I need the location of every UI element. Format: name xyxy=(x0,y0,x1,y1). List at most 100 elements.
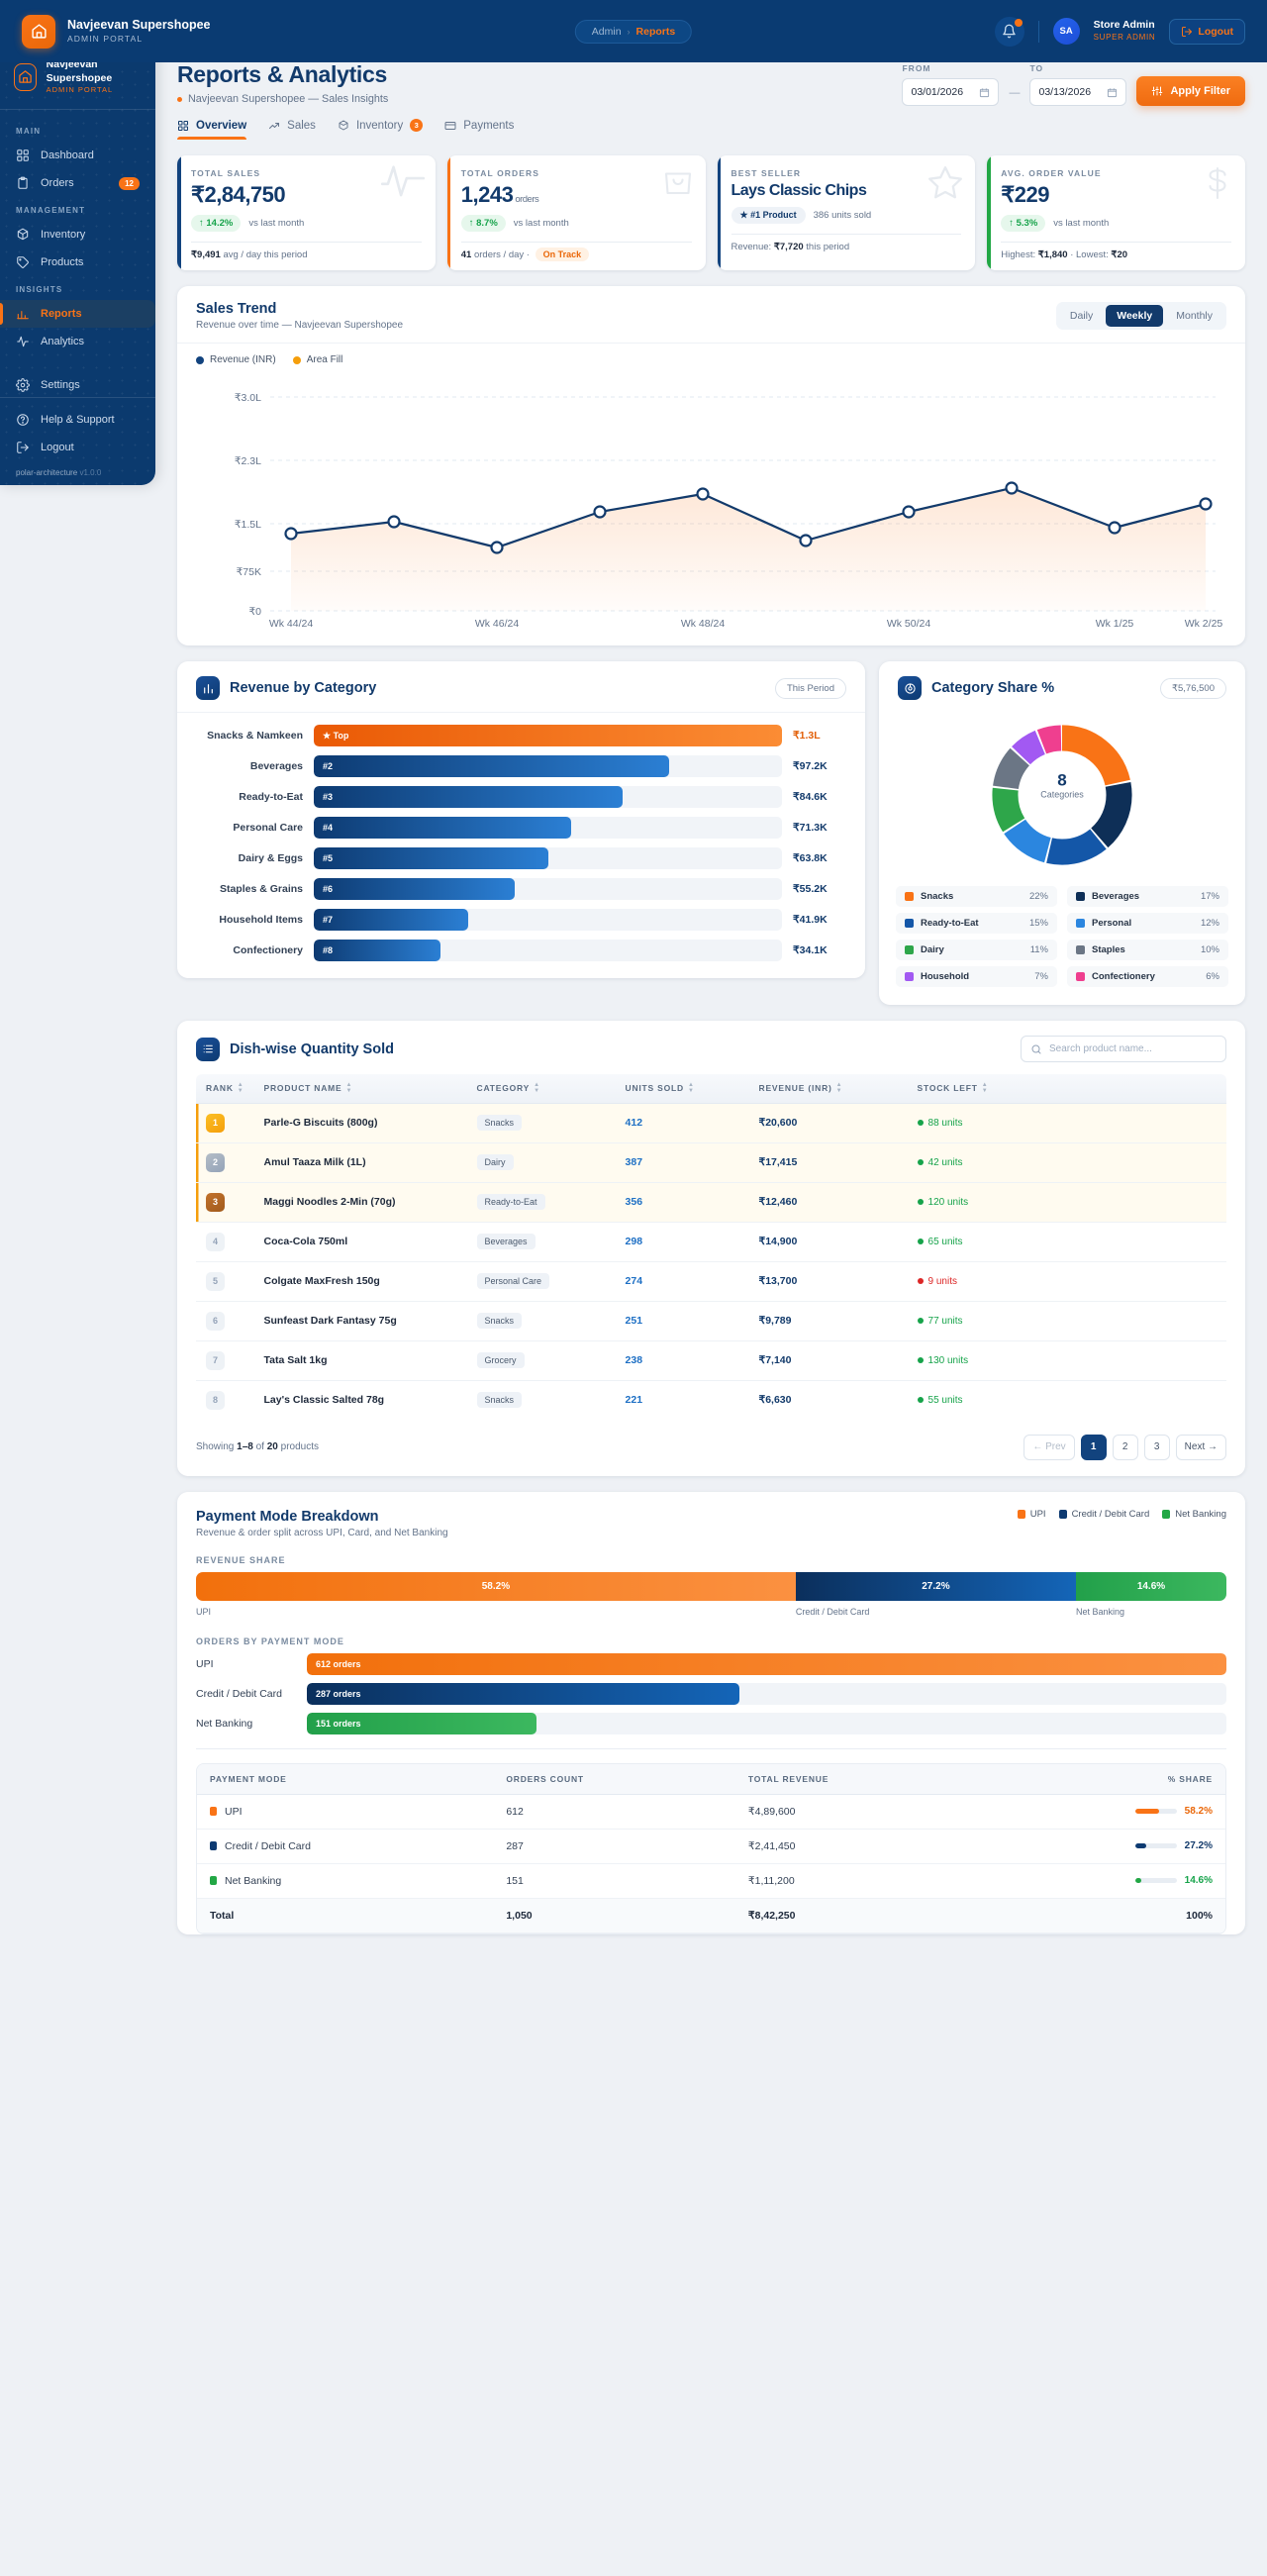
stack-segment-upi[interactable]: 58.2% xyxy=(196,1571,796,1601)
to-date-input[interactable]: 03/13/2026 xyxy=(1029,78,1127,106)
tab-payments[interactable]: Payments xyxy=(444,119,514,140)
payment-table-body: UPI 612 ₹4,89,600 58.2% Credit / Debit C… xyxy=(197,1793,1225,1933)
dish-table-title: Dish-wise Quantity Sold xyxy=(230,1040,394,1057)
col-header-product-name[interactable]: PRODUCT NAME ▲ ▼ xyxy=(253,1074,467,1104)
legend-swatch xyxy=(1162,1509,1171,1519)
bag-icon xyxy=(660,163,696,204)
cell-stock-left: 9 units xyxy=(907,1261,1226,1302)
col-header-revenue[interactable]: REVENUE (INR) ▲ ▼ xyxy=(748,1074,908,1104)
legend-item[interactable]: Household 7% xyxy=(896,966,1057,987)
legend-item[interactable]: Staples 10% xyxy=(1067,940,1228,960)
legend-swatch xyxy=(1076,972,1085,981)
col-label: PRODUCT NAME xyxy=(263,1083,342,1094)
seg-monthly[interactable]: Monthly xyxy=(1176,310,1213,322)
seg-weekly[interactable]: Weekly xyxy=(1106,305,1164,327)
legend-item[interactable]: Dairy 11% xyxy=(896,940,1057,960)
seg-daily[interactable]: Daily xyxy=(1069,310,1094,322)
cell-revenue: ₹17,415 xyxy=(748,1142,908,1183)
orders-bar-row: Credit / Debit Card 287 orders xyxy=(196,1682,1226,1705)
sidebar: Navjeevan Supershopee ADMIN PORTAL MAIN … xyxy=(0,40,155,485)
search-input[interactable]: Search product name... xyxy=(1021,1036,1226,1062)
table-row: Net Banking 151 ₹1,11,200 14.6% xyxy=(197,1862,1225,1899)
table-row[interactable]: 4 Coca-Cola 750ml Beverages 298 ₹14,900 … xyxy=(196,1222,1226,1262)
cell-rank: 3 xyxy=(196,1182,254,1223)
cell-stock-left: 77 units xyxy=(907,1301,1226,1341)
pagination-page-3[interactable]: 3 xyxy=(1143,1434,1170,1460)
kpi-delta-note: vs last month xyxy=(513,218,569,229)
pagination-prev[interactable]: ← Prev xyxy=(1023,1434,1075,1460)
legend-label: Dairy xyxy=(921,944,944,955)
status-dot-icon xyxy=(917,1238,924,1245)
col-header-units-sold[interactable]: UNITS SOLD ▲ ▼ xyxy=(615,1074,749,1104)
search-placeholder: Search product name... xyxy=(1049,1043,1152,1054)
kpi-card-total-orders: TOTAL ORDERS 1,243 orders ↑ 8.7% vs last … xyxy=(446,155,706,270)
sidebar-item-label: Settings xyxy=(41,378,80,391)
date-range-filter: FROM 03/01/2026 — TO 03/13/2026 xyxy=(902,63,1245,106)
sidebar-item-label: Dashboard xyxy=(41,149,94,161)
table-row[interactable]: 7 Tata Salt 1kg Grocery 238 ₹7,140 130 u… xyxy=(196,1340,1226,1381)
r ank-badge: 6 xyxy=(206,1311,225,1331)
legend-item[interactable]: Beverages 17% xyxy=(1067,886,1228,907)
col-header-stock-left[interactable]: STOCK LEFT ▲ ▼ xyxy=(907,1074,1226,1104)
pagination-page-2[interactable]: 2 xyxy=(1112,1434,1138,1460)
avatar[interactable]: SA xyxy=(1052,18,1080,45)
category-bar-fill: #3 xyxy=(314,786,624,808)
sidebar-item-inventory[interactable]: Inventory xyxy=(0,221,155,248)
sidebar-item-reports[interactable]: Reports xyxy=(0,300,155,329)
notifications-button[interactable] xyxy=(994,16,1024,47)
legend-item[interactable]: Confectionery 6% xyxy=(1067,966,1228,987)
apply-filter-button[interactable]: Apply Filter xyxy=(1136,76,1245,106)
table-row[interactable]: 5 Colgate MaxFresh 150g Personal Care 27… xyxy=(196,1261,1226,1302)
category-value: ₹41.9K xyxy=(793,914,828,926)
col-header-category[interactable]: CATEGORY ▲ ▼ xyxy=(466,1074,616,1104)
dish-table-card: Dish-wise Quantity Sold Search product n… xyxy=(177,1021,1245,1476)
sidebar-item-orders[interactable]: Orders 12 xyxy=(0,169,155,197)
table-row[interactable]: 3 Maggi Noodles 2-Min (70g) Ready-to-Eat… xyxy=(196,1182,1226,1223)
kpi-value: ₹2,84,750 xyxy=(191,182,286,207)
legend-item[interactable]: Snacks 22% xyxy=(896,886,1057,907)
breadcrumb-root[interactable]: Admin xyxy=(591,25,622,38)
stock-indicator: 88 units xyxy=(917,1118,1217,1129)
sidebar-item-settings[interactable]: Settings xyxy=(0,371,155,399)
tab-inventory[interactable]: Inventory 3 xyxy=(338,119,424,140)
svg-text:Wk 2/25: Wk 2/25 xyxy=(1185,618,1223,627)
orders-by-payment-label: ORDERS BY PAYMENT MODE xyxy=(196,1635,344,1646)
table-row[interactable]: 2 Amul Taaza Milk (1L) Dairy 387 ₹17,415… xyxy=(196,1142,1226,1183)
legend-item[interactable]: Personal 12% xyxy=(1067,913,1228,934)
legend-item[interactable]: Ready-to-Eat 15% xyxy=(896,913,1057,934)
col-header-rank[interactable]: RANK ▲ ▼ xyxy=(196,1074,254,1104)
topbar-brand[interactable]: Navjeevan Supershopee ADMIN PORTAL xyxy=(22,14,211,49)
sidebar-item-logout[interactable]: Logout xyxy=(0,434,155,461)
category-bar-track: ★ Top xyxy=(314,725,782,746)
logout-button[interactable]: Logout xyxy=(1169,18,1245,45)
col-label: UNITS SOLD xyxy=(625,1083,684,1094)
cell-category: Beverages xyxy=(466,1222,616,1262)
category-bar-fill: #2 xyxy=(314,755,670,777)
category-rank-tag: #6 xyxy=(323,884,334,894)
chevron-right-icon: › xyxy=(627,26,631,37)
sidebar-item-analytics[interactable]: Analytics xyxy=(0,328,155,355)
main-content: Reports & Analytics Navjeevan Supershope… xyxy=(155,38,1267,1993)
cell-units-sold: 298 xyxy=(615,1222,749,1262)
legend-pct: 22% xyxy=(1028,891,1048,902)
tab-sales[interactable]: Sales xyxy=(268,119,316,140)
sidebar-item-products[interactable]: Products xyxy=(0,248,155,276)
tabs: Overview Sales Inventory 3 Payments xyxy=(177,119,1245,140)
revenue-by-category-column: Revenue by Category This Period Snacks &… xyxy=(177,661,865,1005)
table-row[interactable]: 1 Parle-G Biscuits (800g) Snacks 412 ₹20… xyxy=(196,1103,1226,1143)
pagination-next[interactable]: Next → xyxy=(1175,1434,1226,1460)
category-bar-fill: ★ Top xyxy=(314,725,782,746)
tag-icon xyxy=(16,255,30,269)
from-date-input[interactable]: 03/01/2026 xyxy=(902,78,1000,106)
cell-revenue: ₹20,600 xyxy=(748,1103,908,1143)
svg-text:₹2.3L: ₹2.3L xyxy=(235,455,261,467)
sidebar-item-label: Reports xyxy=(41,307,82,320)
stack-segment-card[interactable]: 27.2% xyxy=(795,1571,1076,1601)
table-row[interactable]: 6 Sunfeast Dark Fantasy 75g Snacks 251 ₹… xyxy=(196,1301,1226,1341)
pagination-page-1[interactable]: 1 xyxy=(1080,1434,1107,1460)
sidebar-item-dashboard[interactable]: Dashboard xyxy=(0,142,155,169)
stack-segment-netbanking[interactable]: 14.6% xyxy=(1076,1571,1226,1601)
table-row[interactable]: 8 Lay's Classic Salted 78g Snacks 221 ₹6… xyxy=(196,1380,1226,1420)
sidebar-item-help[interactable]: Help & Support xyxy=(0,406,155,434)
tab-overview[interactable]: Overview xyxy=(177,119,247,140)
